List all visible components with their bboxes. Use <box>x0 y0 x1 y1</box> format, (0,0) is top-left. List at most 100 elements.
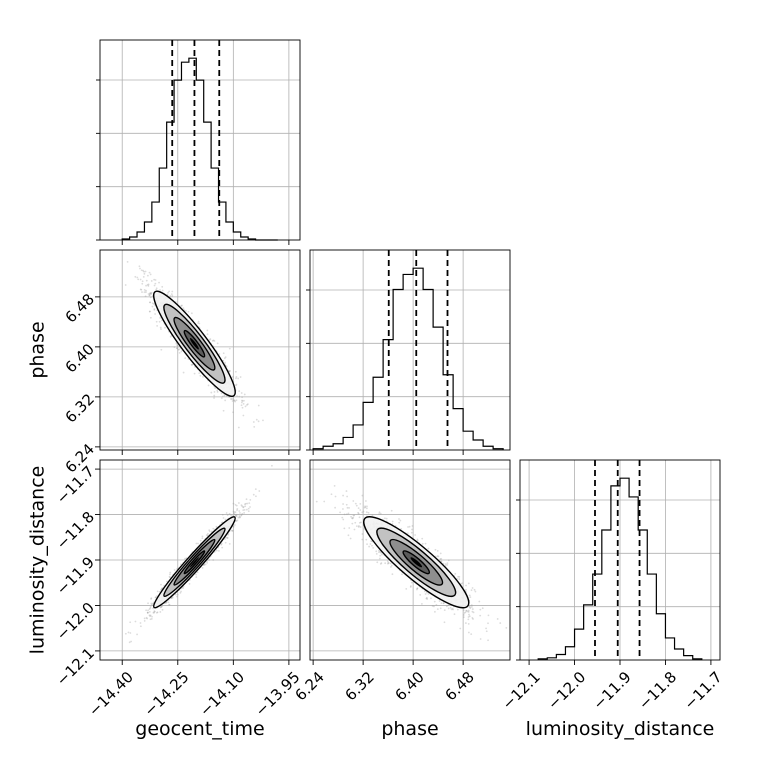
scatter-point <box>424 542 427 545</box>
scatter-point <box>150 293 153 295</box>
scatter-point <box>222 409 225 412</box>
scatter-point <box>242 414 245 417</box>
scatter-point <box>468 613 470 616</box>
scatter-point <box>235 515 238 518</box>
scatter-point <box>140 269 143 272</box>
scatter-point <box>230 529 233 532</box>
panel-frame <box>309 249 511 451</box>
scatter-point <box>236 395 238 397</box>
scatter-point <box>187 310 190 313</box>
contour-line <box>173 316 216 371</box>
scatter-point <box>148 608 151 610</box>
scatter-point <box>216 391 219 393</box>
scatter-point <box>226 536 229 539</box>
scatter-point <box>145 609 148 612</box>
scatter-point <box>360 521 362 524</box>
scatter-point <box>228 370 231 373</box>
scatter-point <box>365 507 368 510</box>
scatter-point <box>368 545 371 548</box>
scatter-point <box>466 610 469 613</box>
contour-line <box>183 329 206 358</box>
scatter-point <box>150 603 153 606</box>
scatter-point <box>201 537 204 540</box>
scatter-point <box>167 601 170 604</box>
scatter-point <box>271 464 273 467</box>
panel-frame <box>99 459 301 661</box>
histogram-geocent_time <box>121 57 278 241</box>
scatter-point <box>240 401 243 404</box>
scatter-point <box>351 522 354 525</box>
scatter-point <box>201 535 204 538</box>
scatter-point <box>225 365 228 368</box>
scatter-point <box>464 611 467 614</box>
scatter-point <box>248 502 251 505</box>
scatter-point <box>202 375 204 378</box>
scatter-point <box>401 573 403 576</box>
scatter-point <box>148 271 151 274</box>
scatter-point <box>153 308 156 311</box>
scatter-point <box>379 554 382 557</box>
x-axis-title-luminosity_distance: luminosity_distance <box>526 718 715 740</box>
scatter-point <box>487 639 489 642</box>
scatter-point <box>359 526 362 528</box>
scatter-point <box>387 562 389 565</box>
scatter-point <box>145 279 148 282</box>
scatter-point <box>370 540 373 542</box>
scatter-point <box>182 587 184 589</box>
scatter-point <box>220 392 223 395</box>
scatter-point <box>235 519 238 522</box>
scatter-point <box>499 622 502 624</box>
scatter-point <box>342 508 344 510</box>
scatter-point <box>349 537 352 540</box>
scatter-point <box>220 542 223 545</box>
scatter-point <box>361 511 364 514</box>
scatter-point <box>470 604 473 607</box>
scatter-point <box>231 529 234 532</box>
scatter-point <box>352 516 355 519</box>
scatter-point <box>160 605 162 608</box>
scatter-point <box>458 578 461 580</box>
scatter-point <box>235 383 238 386</box>
scatter-point <box>154 596 157 599</box>
scatter-point <box>169 335 172 338</box>
scatter-point <box>452 608 454 611</box>
scatter-point <box>149 296 152 299</box>
scatter-point <box>167 291 169 294</box>
scatter-point <box>152 607 155 610</box>
scatter-point <box>359 509 362 511</box>
scatter-point <box>208 530 211 533</box>
scatter-point <box>245 508 248 511</box>
scatter-point <box>153 610 156 613</box>
scatter-point <box>182 307 185 309</box>
scatter-point <box>471 610 474 613</box>
y-tick-label: 6.32 <box>62 390 98 426</box>
scatter-point <box>144 295 147 298</box>
scatter-point <box>156 611 158 614</box>
scatter-point <box>443 609 446 612</box>
scatter-point <box>342 503 344 505</box>
scatter-point <box>136 276 139 279</box>
scatter-point <box>124 632 127 635</box>
scatter-point <box>171 290 174 293</box>
scatter-point <box>378 549 380 552</box>
scatter-point <box>148 294 151 297</box>
scatter-point <box>224 399 227 402</box>
scatter-point <box>357 512 360 515</box>
scatter-point <box>225 536 228 539</box>
scatter-point <box>233 399 236 402</box>
scatter-point <box>343 527 346 530</box>
scatter-point <box>237 377 240 380</box>
scatter-point <box>149 301 152 304</box>
scatter-point <box>127 631 130 634</box>
scatter-point <box>215 549 218 552</box>
scatter-point <box>176 567 179 570</box>
scatter-point <box>424 593 427 595</box>
scatter-point <box>220 543 223 546</box>
scatter-point <box>148 301 151 304</box>
scatter-point <box>235 375 238 378</box>
scatter-point <box>143 291 146 294</box>
scatter-point <box>199 374 202 377</box>
scatter-point <box>218 549 220 552</box>
scatter-point <box>206 329 209 332</box>
scatter-point <box>411 525 414 527</box>
